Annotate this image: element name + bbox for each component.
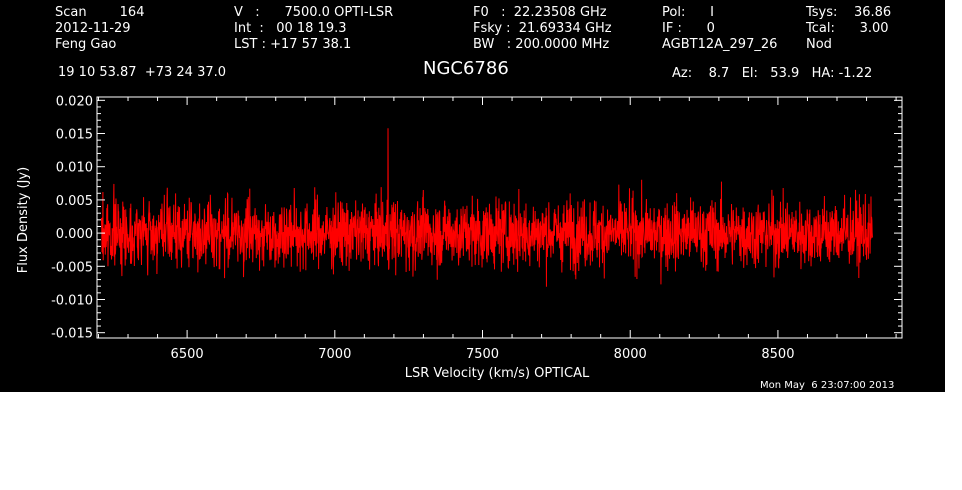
y-tick-label: 0.010 <box>56 161 93 176</box>
spectrum-plot: 6500 7000 7500 8000 8500 0.020 0.015 0.010 0.00… <box>16 94 903 381</box>
integration-label: Int : 00 18 19.3 <box>234 21 347 36</box>
y-tick-label: 0.020 <box>56 94 93 109</box>
spectrum-panel: Scan 164 2012-11-29 Feng Gao V : 7500.0 … <box>0 0 945 392</box>
date-label: 2012-11-29 <box>55 21 131 36</box>
switching-mode-label: Nod <box>806 37 832 52</box>
project-label: AGBT12A_297_26 <box>662 37 778 52</box>
observer-label: Feng Gao <box>55 37 117 52</box>
x-tick-label: 7000 <box>318 347 351 362</box>
timestamp-label: Mon May 6 23:07:00 2013 <box>760 380 895 391</box>
x-tick-label: 8500 <box>761 347 794 362</box>
source-name: NGC6786 <box>423 58 509 79</box>
coordinates-label: 19 10 53.87 +73 24 37.0 <box>58 65 227 80</box>
rest-frequency-label: F0 : 22.23508 GHz <box>473 5 607 20</box>
y-tick-label: -0.005 <box>51 260 93 275</box>
bandwidth-label: BW : 200.0000 MHz <box>473 37 610 52</box>
x-axis: 6500 7000 7500 8000 8500 <box>97 97 897 362</box>
tcal-label: Tcal: 3.00 <box>806 21 889 36</box>
lst-label: LST : +17 57 38.1 <box>234 37 352 52</box>
y-tick-label: -0.015 <box>51 327 93 342</box>
tsys-label: Tsys: 36.86 <box>806 5 892 20</box>
x-axis-label: LSR Velocity (km/s) OPTICAL <box>405 366 590 381</box>
x-tick-label: 8000 <box>614 347 647 362</box>
x-tick-label: 7500 <box>466 347 499 362</box>
plot-frame <box>96 96 903 339</box>
velocity-label: V : 7500.0 OPTI-LSR <box>234 5 394 20</box>
y-tick-label: -0.010 <box>51 293 93 308</box>
scan-label: Scan 164 <box>55 5 145 20</box>
flux-series-line <box>100 128 873 287</box>
y-tick-label: 0.000 <box>56 227 93 242</box>
if-label: IF : 0 <box>662 21 715 36</box>
sky-frequency-label: Fsky : 21.69334 GHz <box>473 21 612 36</box>
y-tick-label: 0.015 <box>56 128 93 143</box>
polarization-label: Pol: I <box>662 5 714 20</box>
pointing-label: Az: 8.7 El: 53.9 HA: -1.22 <box>672 66 873 81</box>
x-tick-label: 6500 <box>171 347 204 362</box>
y-axis: 0.020 0.015 0.010 0.005 0.000 -0.005 -0.010 -0.… <box>51 94 902 342</box>
y-axis-label: Flux Density (Jy) <box>16 167 31 273</box>
series-layer <box>100 128 873 287</box>
y-tick-label: 0.005 <box>56 194 93 209</box>
